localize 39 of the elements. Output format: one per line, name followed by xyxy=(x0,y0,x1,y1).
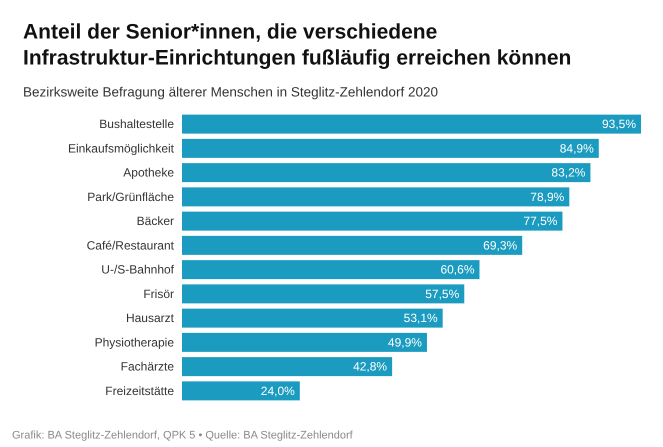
data-label: 49,9% xyxy=(388,335,422,350)
y-tick-label: Café/Restaurant xyxy=(86,238,175,252)
data-label: 77,5% xyxy=(523,214,558,228)
data-label: 24,0% xyxy=(260,384,296,398)
y-tick-label: Apotheke xyxy=(123,166,174,180)
data-label: 42,8% xyxy=(353,360,388,374)
y-tick-label: Einkaufsmöglichkeit xyxy=(68,141,175,156)
bar xyxy=(182,260,480,280)
y-tick-label: Physiotherapie xyxy=(94,335,174,350)
y-tick-label: Hausarzt xyxy=(126,311,175,326)
bar xyxy=(182,163,590,182)
y-tick-label: Fachärzte xyxy=(120,360,174,374)
data-label: 57,5% xyxy=(425,286,460,301)
y-tick-label: Park/Grünfläche xyxy=(87,190,174,204)
y-tick-label: Bäcker xyxy=(136,214,174,228)
data-label: 78,9% xyxy=(530,190,565,204)
data-label: 53,1% xyxy=(404,311,438,326)
bar xyxy=(182,332,427,352)
text: Grafik: BA Steglitz-Zehlendorf, QPK 5 • Quelle: BA Steglitz-Zehlendorf xyxy=(12,430,354,442)
bar xyxy=(182,308,443,328)
bar xyxy=(182,187,570,206)
data-label: 83,2% xyxy=(551,166,586,180)
bar xyxy=(182,114,641,134)
y-tick-label: Frisör xyxy=(143,286,174,301)
bar xyxy=(182,212,562,231)
bar xyxy=(182,138,599,158)
bar xyxy=(182,284,464,304)
y-tick-label: U-/S-Bahnhof xyxy=(101,262,175,277)
bar xyxy=(182,381,300,400)
y-tick-label: Bushaltestelle xyxy=(99,117,174,132)
data-label: 93,5% xyxy=(602,117,636,132)
data-label: 84,9% xyxy=(560,141,594,156)
chart-subtitle: Bezirksweite Befragung älterer Menschen in Steglitz-Zehlendorf 2020 xyxy=(23,84,438,100)
y-tick-label: Freizeitstätte xyxy=(105,384,174,398)
bar xyxy=(182,236,522,255)
chart-title: Anteil der Senior*innen, die verschiedene Infrastruktur-Einrichtungen fußläufig erreichen können xyxy=(23,20,572,70)
data-label: 69,3% xyxy=(483,238,518,252)
bar xyxy=(182,357,392,376)
data-label: 60,6% xyxy=(440,262,475,277)
